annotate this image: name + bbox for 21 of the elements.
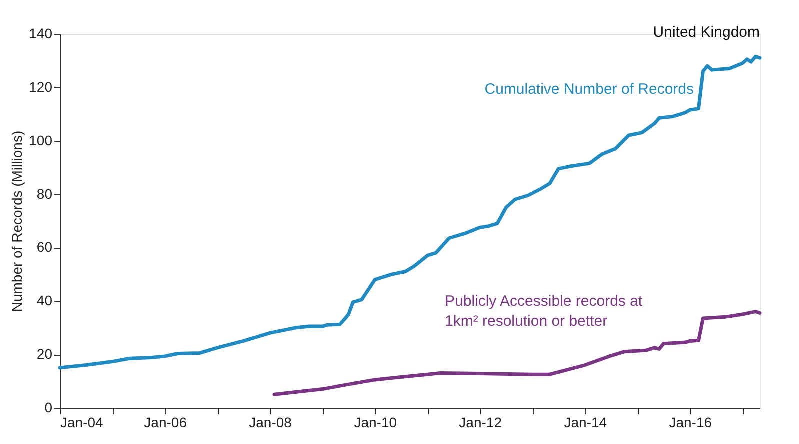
line-series — [272, 310, 762, 396]
series-label: Publicly Accessible records at 1km² resolution or better — [445, 293, 644, 330]
y-tick-label: 100 — [29, 132, 53, 148]
x-tick-label: Jan-14 — [564, 414, 608, 430]
line-series — [58, 54, 762, 370]
y-tick-label: 20 — [36, 346, 53, 362]
y-tick-label: 140 — [29, 26, 53, 42]
x-tick-label: Jan-08 — [249, 414, 292, 430]
x-tick-label: Jan-04 — [60, 414, 104, 430]
x-tick-label: Jan-16 — [669, 414, 712, 430]
series-label: Cumulative Number of Records — [484, 81, 694, 98]
annotation: United Kingdom — [653, 24, 760, 41]
y-axis-title: Number of Records (Millions) — [9, 130, 26, 312]
y-tick-label: 40 — [36, 292, 53, 309]
y-tick-label: 0 — [44, 400, 53, 416]
y-tick-label: 60 — [36, 239, 53, 256]
x-tick-label: Jan-12 — [459, 414, 502, 430]
y-tick-label: 120 — [29, 78, 53, 95]
x-tick-label: Jan-10 — [354, 414, 398, 430]
y-tick-label: 80 — [36, 186, 53, 202]
x-tick-label: Jan-06 — [144, 414, 188, 430]
